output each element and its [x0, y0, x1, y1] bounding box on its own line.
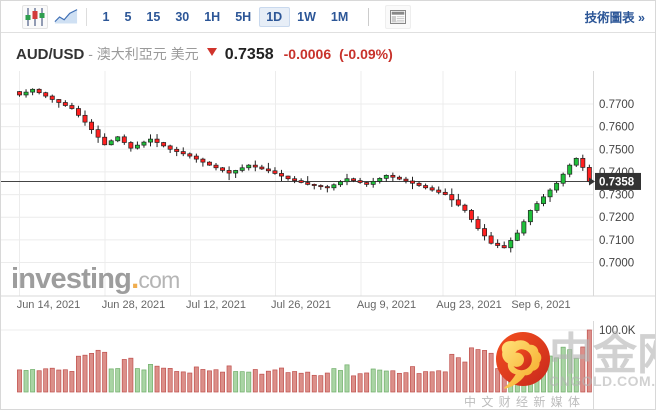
svg-text:0.7600: 0.7600: [599, 122, 634, 134]
svg-text:Jun 28, 2021: Jun 28, 2021: [102, 299, 166, 311]
svg-text:Jun 14, 2021: Jun 14, 2021: [17, 299, 81, 311]
svg-text:0.7300: 0.7300: [599, 190, 634, 202]
svg-text:0.7100: 0.7100: [599, 235, 634, 247]
svg-text:0.7358: 0.7358: [599, 176, 635, 188]
svg-text:Jul 26, 2021: Jul 26, 2021: [271, 299, 331, 311]
svg-text:Sep 6, 2021: Sep 6, 2021: [511, 299, 570, 311]
svg-text:0.7500: 0.7500: [599, 144, 634, 156]
svg-text:0.7700: 0.7700: [599, 99, 634, 111]
svg-text:CNGOLD.COM.CN: CNGOLD.COM.CN: [549, 373, 656, 389]
svg-text:0.7000: 0.7000: [599, 258, 634, 270]
svg-text:Aug 23, 2021: Aug 23, 2021: [436, 299, 501, 311]
svg-text:Jul 12, 2021: Jul 12, 2021: [186, 299, 246, 311]
svg-text:中金网: 中金网: [549, 330, 656, 379]
svg-text:0.7200: 0.7200: [599, 212, 634, 224]
svg-text:Aug 9, 2021: Aug 9, 2021: [357, 299, 416, 311]
